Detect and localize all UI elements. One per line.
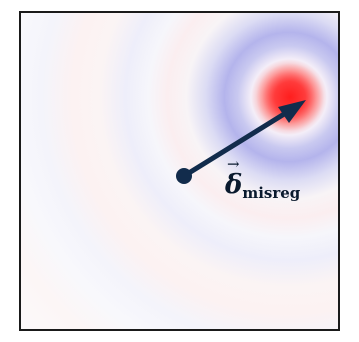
residual-map-panel [19,11,340,331]
panel-frame [19,11,340,331]
delta-symbol: δ → [225,155,243,200]
residual-map [19,11,340,331]
label-subscript: misreg [242,184,301,202]
misregistration-vector-label: δ → misreg [225,155,301,202]
hotspot [256,63,324,131]
arrow-right-up-icon [181,100,306,179]
dot-icon [176,168,192,184]
vector-mark: → [227,155,240,173]
